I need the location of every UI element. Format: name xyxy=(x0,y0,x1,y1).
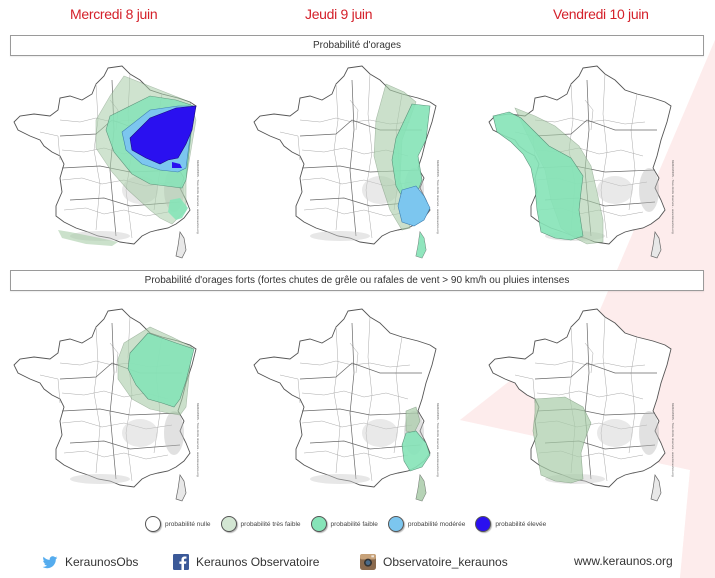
legend-label: probabilité nulle xyxy=(165,520,211,528)
map-orages-friday xyxy=(475,60,715,260)
map-orages-thursday xyxy=(240,60,480,260)
day-title-wednesday: Mercredi 8 juin xyxy=(70,6,158,22)
legend-label: probabilité faible xyxy=(330,520,378,528)
instagram-link[interactable]: Observatoire_keraunos xyxy=(360,554,508,570)
legend-item-moderee: probabilité modérée xyxy=(387,516,466,532)
map-orages-forts-wednesday xyxy=(0,298,240,508)
legend-swatch-tres-faible xyxy=(220,516,237,532)
instagram-icon xyxy=(360,554,376,570)
legend-label: probabilité élevée xyxy=(495,520,547,528)
map-orages-forts-thursday xyxy=(240,298,480,508)
legend-item-elevee: probabilité élevée xyxy=(475,516,546,532)
facebook-page-name: Keraunos Observatoire xyxy=(196,555,320,569)
legend-item-nulle: probabilité nulle xyxy=(145,516,211,532)
legend-swatch-faible xyxy=(310,516,327,532)
facebook-icon xyxy=(173,554,189,570)
section-header-orages: Probabilité d'orages xyxy=(10,35,704,56)
section-header-orages-forts: Probabilité d'orages forts (fortes chute… xyxy=(10,270,704,291)
legend-swatch-elevee xyxy=(475,516,492,532)
legend-label: probabilité modérée xyxy=(407,520,466,528)
legend-item-faible: probabilité faible xyxy=(310,516,378,532)
legend-label: probabilité très faible xyxy=(240,520,301,528)
legend-swatch-moderee xyxy=(387,516,404,532)
instagram-handle: Observatoire_keraunos xyxy=(383,555,508,569)
map-orages-forts-friday xyxy=(475,298,715,508)
legend: probabilité nulle probabilité très faibl… xyxy=(145,516,546,532)
facebook-link[interactable]: Keraunos Observatoire xyxy=(173,554,319,570)
legend-swatch-nulle xyxy=(145,516,161,532)
twitter-link[interactable]: KeraunosObs xyxy=(42,554,138,570)
footer: KeraunosObs Keraunos Observatoire Observ… xyxy=(0,554,715,574)
day-title-friday: Vendredi 10 juin xyxy=(553,6,649,22)
website-url: www.keraunos.org xyxy=(574,554,673,568)
day-title-thursday: Jeudi 9 juin xyxy=(305,6,373,22)
legend-item-tres-faible: probabilité très faible xyxy=(220,516,301,532)
map-orages-wednesday xyxy=(0,60,240,260)
twitter-handle: KeraunosObs xyxy=(65,555,139,569)
website-link[interactable]: www.keraunos.org xyxy=(574,554,673,568)
twitter-icon xyxy=(42,556,58,569)
